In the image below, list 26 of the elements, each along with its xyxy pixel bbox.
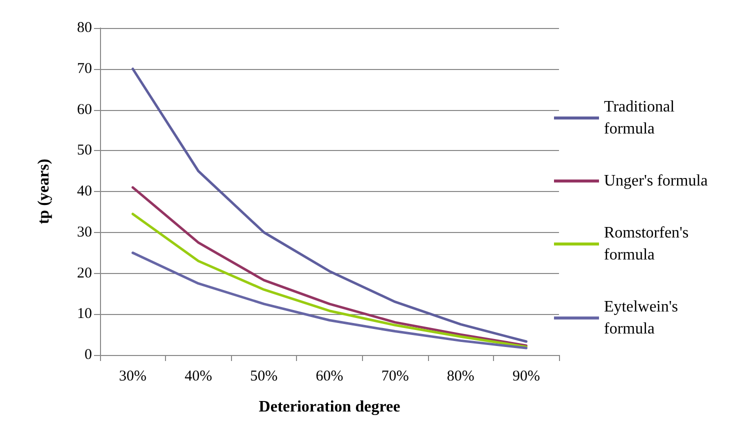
y-tick-label: 10 (77, 306, 92, 322)
legend-label: Eytelwein's formula (604, 298, 682, 338)
x-tick-label: 30% (119, 368, 147, 384)
y-tick-label: 60 (77, 102, 92, 118)
y-tick-label: 50 (77, 142, 92, 159)
y-axis-title: tp (years) (36, 158, 52, 224)
y-tick-label: 0 (84, 347, 92, 363)
y-tick-label: 30 (77, 224, 92, 240)
x-tick-label: 50% (250, 368, 278, 384)
legend-label: Unger's formula (604, 172, 708, 190)
y-tick-label: 70 (77, 60, 92, 77)
y-tick-label: 20 (77, 265, 92, 282)
line-series (132, 252, 528, 350)
x-tick-label: 90% (512, 368, 540, 384)
x-tick-label: 80% (446, 368, 474, 384)
y-tick-label: 80 (77, 20, 92, 36)
line-series (132, 186, 528, 347)
legend-label: Romstorfen's formula (604, 224, 693, 264)
y-tick-label: 40 (77, 184, 92, 200)
x-axis-title: Deterioration degree (258, 398, 400, 416)
legend-label: Traditional formula (604, 98, 679, 138)
line-series (132, 68, 528, 343)
x-tick-label: 40% (184, 368, 212, 384)
x-tick-label: 70% (381, 368, 409, 384)
line-series (132, 212, 528, 348)
x-tick-label: 60% (316, 368, 344, 384)
